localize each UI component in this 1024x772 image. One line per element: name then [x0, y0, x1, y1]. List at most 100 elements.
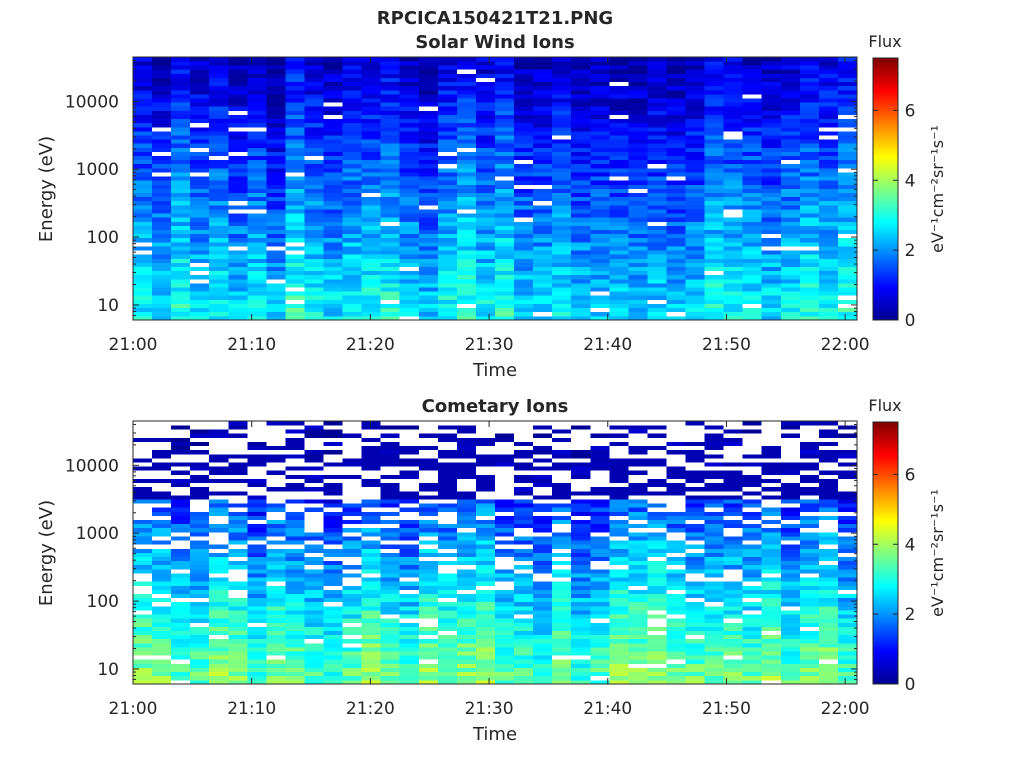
heatmap-cell	[228, 672, 248, 677]
heatmap-cell	[190, 115, 210, 120]
heatmap-cell	[343, 57, 363, 62]
heatmap-cell	[590, 262, 610, 267]
heatmap-cell	[171, 446, 191, 451]
heatmap-cell	[304, 635, 324, 640]
heatmap-cell	[343, 622, 363, 627]
heatmap-cell	[743, 569, 763, 574]
heatmap-cell	[438, 651, 458, 656]
heatmap-cell	[133, 483, 153, 488]
heatmap-cell	[324, 308, 344, 313]
heatmap-cell	[190, 446, 210, 451]
heatmap-cell	[495, 127, 515, 132]
heatmap-cell	[400, 651, 420, 656]
heatmap-cell	[152, 106, 172, 111]
heatmap-cell	[304, 242, 324, 247]
heatmap-cell	[476, 131, 496, 136]
heatmap-cell	[209, 69, 229, 74]
heatmap-cell	[552, 561, 572, 566]
heatmap-cell	[647, 69, 667, 74]
heatmap-cell	[514, 123, 534, 128]
heatmap-cell	[590, 610, 610, 615]
heatmap-cell	[533, 86, 553, 91]
heatmap-cell	[800, 446, 820, 451]
heatmap-cell	[705, 209, 725, 214]
heatmap-cell	[152, 589, 172, 594]
heatmap-cell	[743, 470, 763, 475]
heatmap-cell	[400, 164, 420, 169]
heatmap-cell	[381, 672, 401, 677]
heatmap-cell	[724, 78, 744, 83]
heatmap-cell	[324, 561, 344, 566]
heatmap-cell	[686, 602, 706, 607]
heatmap-cell	[190, 598, 210, 603]
heatmap-cell	[209, 507, 229, 512]
heatmap-cell	[647, 94, 667, 99]
heatmap-cell	[324, 291, 344, 296]
heatmap-cell	[514, 238, 534, 243]
heatmap-cell	[457, 262, 477, 267]
heatmap-cell	[400, 73, 420, 78]
heatmap-cell	[647, 507, 667, 512]
heatmap-cell	[400, 495, 420, 500]
heatmap-cell	[285, 82, 305, 87]
heatmap-cell	[743, 184, 763, 189]
heatmap-cell	[324, 606, 344, 611]
heatmap-cell	[381, 659, 401, 664]
heatmap-cell	[438, 647, 458, 652]
heatmap-cell	[171, 295, 191, 300]
heatmap-cell	[552, 213, 572, 218]
heatmap-cell	[457, 61, 477, 66]
heatmap-cell	[266, 189, 286, 194]
heatmap-cell	[514, 474, 534, 479]
heatmap-cell	[419, 267, 439, 272]
heatmap-cell	[190, 429, 210, 434]
heatmap-cell	[743, 548, 763, 553]
heatmap-cell	[781, 577, 801, 582]
heatmap-cell	[628, 433, 648, 438]
heatmap-cell	[171, 254, 191, 259]
heatmap-cell	[476, 271, 496, 276]
heatmap-cell	[552, 156, 572, 161]
heatmap-cell	[381, 553, 401, 558]
heatmap-cell	[419, 143, 439, 148]
heatmap-cell	[400, 201, 420, 206]
heatmap-cell	[628, 548, 648, 553]
heatmap-cell	[285, 470, 305, 475]
heatmap-cell	[438, 610, 458, 615]
heatmap-cell	[514, 152, 534, 157]
heatmap-cell	[609, 659, 629, 664]
heatmap-cell	[590, 308, 610, 313]
heatmap-cell	[495, 618, 515, 623]
heatmap-cell	[743, 544, 763, 549]
heatmap-cell	[343, 676, 363, 681]
heatmap-cell	[533, 312, 553, 317]
heatmap-cell	[209, 466, 229, 471]
heatmap-cell	[266, 78, 286, 83]
heatmap-cell	[571, 589, 591, 594]
heatmap-cell	[590, 511, 610, 516]
heatmap-cell	[304, 279, 324, 284]
heatmap-cell	[628, 201, 648, 206]
heatmap-cell	[247, 437, 267, 442]
heatmap-cell	[647, 442, 667, 447]
heatmap-cell	[495, 622, 515, 627]
heatmap-cell	[743, 221, 763, 226]
heatmap-cell	[133, 643, 153, 648]
heatmap-cell	[819, 209, 839, 214]
heatmap-cell	[133, 462, 153, 467]
heatmap-cell	[495, 304, 515, 309]
heatmap-cell	[781, 65, 801, 70]
heatmap-cell	[228, 503, 248, 508]
heatmap-cell	[628, 643, 648, 648]
heatmap-cell	[228, 283, 248, 288]
heatmap-cell	[724, 267, 744, 272]
heatmap-cell	[343, 511, 363, 516]
heatmap-cell	[209, 557, 229, 562]
heatmap-cell	[438, 507, 458, 512]
heatmap-cell	[743, 246, 763, 251]
heatmap-cell	[304, 614, 324, 619]
heatmap-cell	[247, 585, 267, 590]
heatmap-cell	[514, 544, 534, 549]
heatmap-cell	[209, 254, 229, 259]
heatmap-cell	[724, 655, 744, 660]
